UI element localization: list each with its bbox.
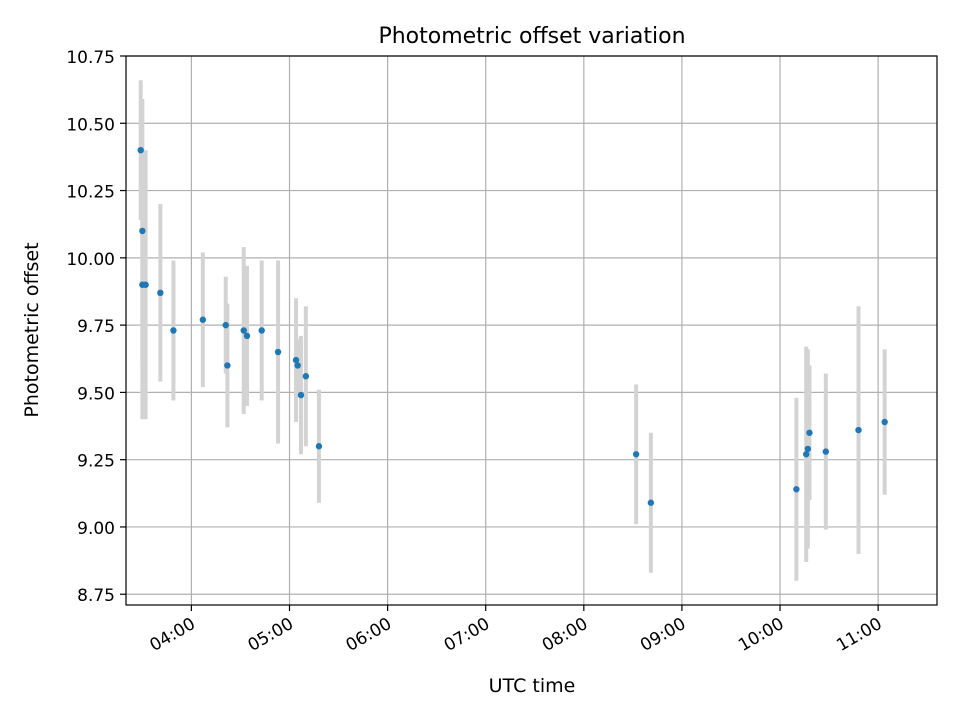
data-point — [647, 499, 655, 506]
y-tick-label: 9.00 — [77, 519, 115, 539]
y-axis-label: Photometric offset — [21, 242, 43, 417]
data-point — [806, 429, 813, 436]
data-point — [294, 362, 301, 369]
x-tick-label: 09:00 — [637, 614, 689, 656]
x-tick-label: 05:00 — [245, 614, 297, 656]
data-point — [802, 451, 810, 458]
data-point — [793, 486, 800, 493]
data-point — [822, 448, 830, 455]
data-point — [142, 281, 149, 288]
x-tick-label: 06:00 — [343, 614, 395, 656]
data-point — [855, 426, 862, 434]
y-tick-label: 10.25 — [66, 183, 115, 203]
plot-frame — [125, 55, 938, 606]
x-tick-label: 10:00 — [735, 614, 787, 656]
data-point — [302, 373, 310, 380]
data-point — [315, 443, 323, 450]
x-axis: 04:00 05:00 06:00 07:00 08:00 09:00 10:00 11:00 — [146, 605, 886, 656]
chart-title: Photometric offset variation — [378, 24, 685, 49]
y-tick-label: 9.50 — [77, 384, 115, 404]
x-axis-label: UTC time — [489, 675, 576, 697]
data-points — [137, 146, 888, 506]
data-point — [222, 321, 229, 329]
y-tick-label: 9.75 — [77, 317, 115, 337]
data-point — [258, 327, 265, 334]
data-point — [199, 316, 207, 323]
data-point — [804, 445, 812, 453]
data-point — [632, 451, 640, 458]
error-bars — [138, 80, 887, 581]
data-point — [292, 356, 300, 364]
data-point — [170, 327, 177, 334]
y-tick-label: 8.75 — [77, 586, 115, 606]
data-point — [240, 327, 247, 334]
data-point — [224, 362, 231, 369]
grid — [126, 55, 937, 605]
x-tick-label: 07:00 — [441, 614, 493, 656]
data-point — [137, 146, 144, 154]
x-tick-label: 04:00 — [146, 614, 198, 656]
y-tick-label: 10.50 — [66, 115, 115, 135]
data-point — [157, 289, 164, 297]
data-point — [139, 227, 146, 235]
y-tick-label: 9.25 — [77, 452, 115, 472]
x-tick-label: 08:00 — [539, 614, 591, 656]
data-point — [274, 348, 282, 356]
y-tick-label: 10.75 — [66, 48, 115, 68]
y-axis: 8.75 9.00 9.25 9.50 9.75 10.00 10.25 10.50 10.75 — [66, 48, 126, 606]
data-point — [297, 391, 305, 399]
x-tick-label: 11:00 — [833, 614, 885, 656]
y-tick-label: 10.00 — [66, 250, 115, 270]
data-point — [881, 418, 888, 426]
data-point — [243, 332, 251, 340]
